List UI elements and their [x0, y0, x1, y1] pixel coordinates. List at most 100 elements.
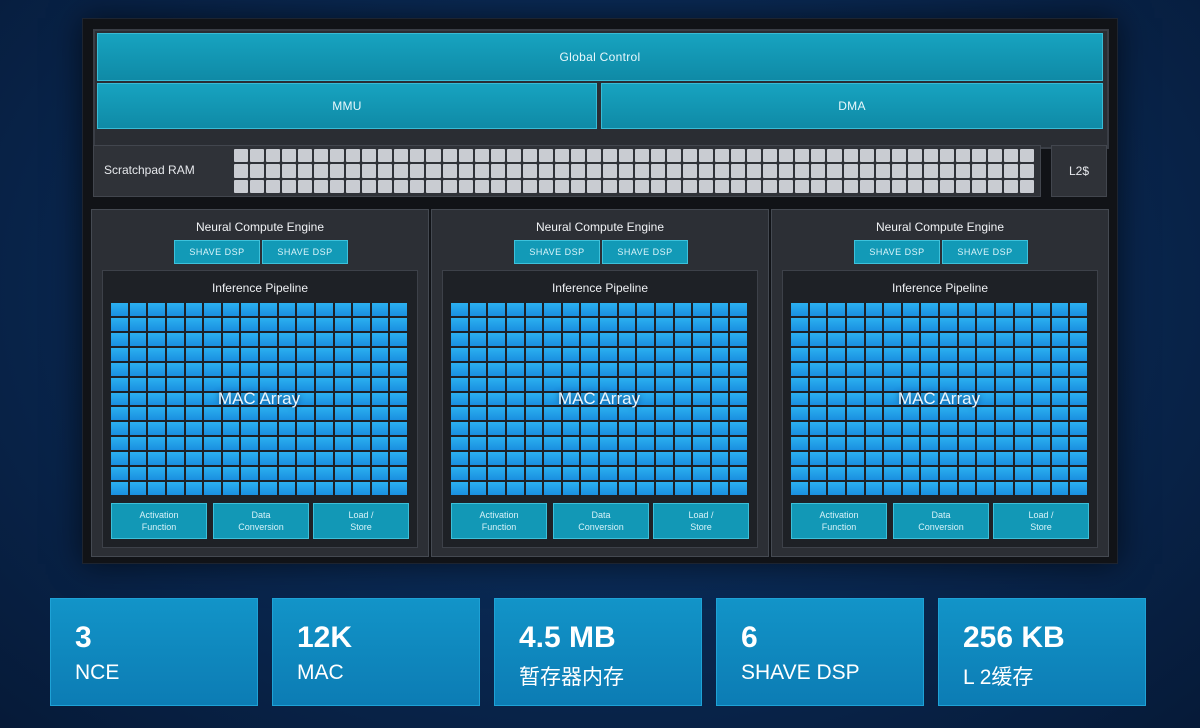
mac-cell: [166, 317, 184, 331]
mac-array-label: MAC Array: [217, 389, 301, 408]
ram-cell: [586, 179, 601, 193]
mac-cell: [637, 467, 654, 481]
mac-cell: [297, 452, 314, 466]
ram-cell: [522, 179, 537, 193]
mac-cell: [809, 452, 827, 466]
mac-cell: [921, 482, 938, 495]
mac-cell: [1014, 332, 1032, 346]
mac-cell: [655, 422, 673, 436]
ram-cell: [474, 164, 489, 178]
mac-cell: [902, 317, 920, 331]
mac-cell: [204, 452, 221, 466]
ram-cell: [731, 149, 746, 163]
mac-cell: [995, 347, 1013, 361]
mac-cell: [600, 422, 617, 436]
mac-cell: [222, 422, 240, 436]
ram-cell: [618, 179, 633, 193]
mac-cell: [884, 347, 901, 361]
mac-cell: [371, 467, 389, 481]
mac-cell: [148, 452, 165, 466]
mac-cell: [995, 332, 1013, 346]
mac-cell: [297, 303, 314, 316]
mac-cell: [921, 347, 938, 361]
mac-cell: [846, 332, 864, 346]
mac-cell: [204, 347, 221, 361]
mac-cell: [1014, 347, 1032, 361]
mac-cell: [711, 467, 729, 481]
ram-cell: [795, 179, 810, 193]
mac-cell: [581, 303, 598, 316]
mac-cell: [1033, 422, 1050, 436]
mac-cell: [185, 332, 203, 346]
mac-cell: [865, 467, 883, 481]
inference-pipeline: Inference Pipeline MAC Array Activation …: [102, 270, 418, 548]
mac-cell: [506, 332, 524, 346]
mac-cell: [711, 392, 729, 406]
mac-cell: [958, 332, 976, 346]
ram-cell: [570, 164, 585, 178]
mac-cell: [655, 467, 673, 481]
inference-pipeline-title: Inference Pipeline: [891, 281, 989, 295]
mac-cell: [488, 377, 505, 391]
activation-function-block: Activation Function: [111, 503, 207, 539]
ram-cell: [939, 149, 954, 163]
mac-cell: [353, 392, 370, 406]
mac-cell: [1051, 317, 1069, 331]
mac-cell: [618, 452, 636, 466]
ram-cell: [763, 179, 778, 193]
mac-array-grid: [111, 303, 407, 495]
ram-cell: [330, 179, 345, 193]
ram-cell: [538, 164, 553, 178]
ram-cell: [538, 149, 553, 163]
ram-cell: [298, 164, 313, 178]
mac-cell: [525, 452, 543, 466]
mac-cell: [581, 407, 598, 421]
mac-cell: [977, 332, 994, 346]
mac-cell: [525, 332, 543, 346]
mac-cell: [940, 422, 957, 436]
mac-cell: [846, 362, 864, 376]
mac-cell: [940, 332, 957, 346]
ram-cell: [891, 179, 906, 193]
mac-cell: [1070, 422, 1087, 436]
mac-cell: [204, 362, 221, 376]
mac-cell: [711, 317, 729, 331]
mac-cell: [581, 422, 598, 436]
mac-cell: [185, 452, 203, 466]
mac-cell: [260, 303, 277, 316]
mac-cell: [111, 347, 128, 361]
mac-cell: [353, 303, 370, 316]
mac-cell: [674, 317, 692, 331]
ram-cell: [827, 149, 842, 163]
mac-cell: [600, 467, 617, 481]
ram-cell: [346, 164, 361, 178]
mac-cell: [469, 407, 487, 421]
mac-cell: [921, 377, 938, 391]
ram-cell: [506, 149, 521, 163]
mac-cell: [809, 317, 827, 331]
mac-cell: [846, 437, 864, 451]
mac-cell: [562, 332, 580, 346]
ram-cell: [987, 164, 1002, 178]
mac-cell: [278, 482, 296, 495]
mac-cell: [506, 377, 524, 391]
mac-cell: [1014, 392, 1032, 406]
mac-cell: [562, 377, 580, 391]
mac-cell: [674, 452, 692, 466]
mac-cell: [334, 317, 352, 331]
ram-cell: [955, 149, 970, 163]
mac-cell: [1051, 392, 1069, 406]
mac-cell: [674, 303, 692, 316]
stat-box: 3 NCE: [50, 598, 258, 706]
ram-cell: [346, 149, 361, 163]
mac-cell: [1070, 317, 1087, 331]
load-store-block: Load / Store: [313, 503, 409, 539]
mac-cell: [884, 317, 901, 331]
ram-cell: [330, 164, 345, 178]
mac-cell: [809, 422, 827, 436]
mac-cell: [451, 347, 468, 361]
mac-cell: [204, 407, 221, 421]
mac-cell: [260, 392, 277, 406]
ram-cell: [410, 149, 425, 163]
mac-cell: [390, 467, 407, 481]
